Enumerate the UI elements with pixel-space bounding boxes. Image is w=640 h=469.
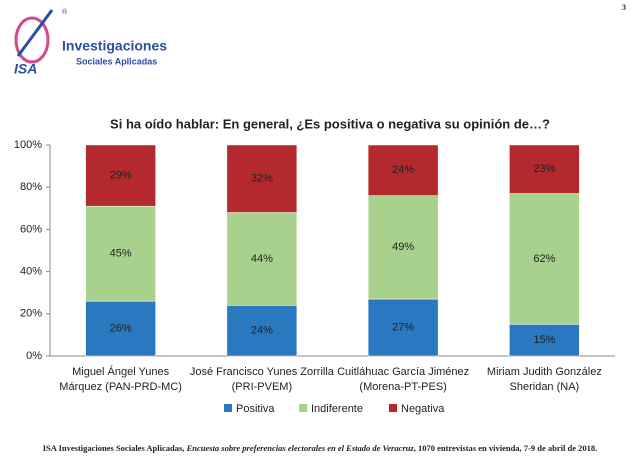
bar-segment <box>85 144 156 207</box>
legend-label: Positiva <box>236 403 275 415</box>
bar-segment <box>85 300 156 357</box>
logo-ring <box>14 16 50 64</box>
y-tick-label: 60% <box>20 223 42 235</box>
footnote-part: , 1070 entrevistas en vivienda, 7-9 de a… <box>414 443 598 453</box>
x-tick-label: Márquez (PAN-PRD-MC) <box>59 381 182 393</box>
y-tick-label: 0% <box>26 350 42 362</box>
y-tick-label: 40% <box>20 266 42 278</box>
data-label: 29% <box>110 170 132 182</box>
legend-swatch <box>299 404 307 412</box>
bar-segment <box>226 212 298 306</box>
footnote-part: Encuesta sobre preferencias electorales … <box>186 443 415 453</box>
y-tick-label: 20% <box>20 308 42 320</box>
y-tick-label: 100% <box>14 139 42 151</box>
y-tick-label: 80% <box>20 181 42 193</box>
registered-mark: ® <box>62 8 68 16</box>
logo-line1: Investigaciones <box>62 38 167 54</box>
logo-line2: Sociales Aplicadas <box>76 56 157 66</box>
data-label: 44% <box>251 253 273 265</box>
x-tick-label: José Francisco Yunes Zorrilla <box>190 366 335 378</box>
data-label: 23% <box>533 163 555 175</box>
legend-label: Negativa <box>401 403 445 415</box>
bar-segment <box>367 144 439 196</box>
data-label: 49% <box>392 241 414 253</box>
data-label: 62% <box>533 253 555 265</box>
bar-segment <box>509 324 580 357</box>
footnote-part: ISA Investigaciones Sociales Aplicadas, <box>43 443 187 453</box>
logo-mark: ISA <box>14 61 37 77</box>
x-tick-label: Miguel Ángel Yunes <box>72 365 170 378</box>
page-number: 3 <box>622 3 626 12</box>
data-label: 32% <box>251 173 273 185</box>
bar-segment <box>509 144 580 194</box>
bar-segment <box>226 144 298 213</box>
footnote: ISA Investigaciones Sociales Aplicadas, … <box>43 443 597 453</box>
bar-segment <box>85 205 156 302</box>
data-label: 24% <box>392 164 414 176</box>
data-label: 24% <box>251 325 273 337</box>
legend-swatch <box>389 404 397 412</box>
legend-swatch <box>224 404 232 412</box>
x-tick-label: Miriam Judith González <box>487 366 602 378</box>
bar-segment <box>509 193 580 325</box>
data-label: 26% <box>110 322 132 334</box>
data-label: 45% <box>110 248 132 260</box>
logo-arrow <box>16 9 54 57</box>
logo: ISA ® Investigaciones Sociales Aplicadas <box>14 8 167 77</box>
chart-title: Si ha oído hablar: En general, ¿Es posit… <box>110 116 550 131</box>
x-tick-label: (Morena-PT-PES) <box>359 381 446 393</box>
data-label: 27% <box>392 321 414 333</box>
bar-segment <box>367 195 439 300</box>
bar-segment <box>226 305 298 357</box>
x-tick-label: Cuitláhuac García Jiménez <box>337 366 469 378</box>
legend-label: Indiferente <box>311 403 363 415</box>
x-tick-label: Sheridan (NA) <box>510 381 580 393</box>
data-label: 15% <box>533 334 555 346</box>
x-tick-label: (PRI-PVEM) <box>232 381 293 393</box>
